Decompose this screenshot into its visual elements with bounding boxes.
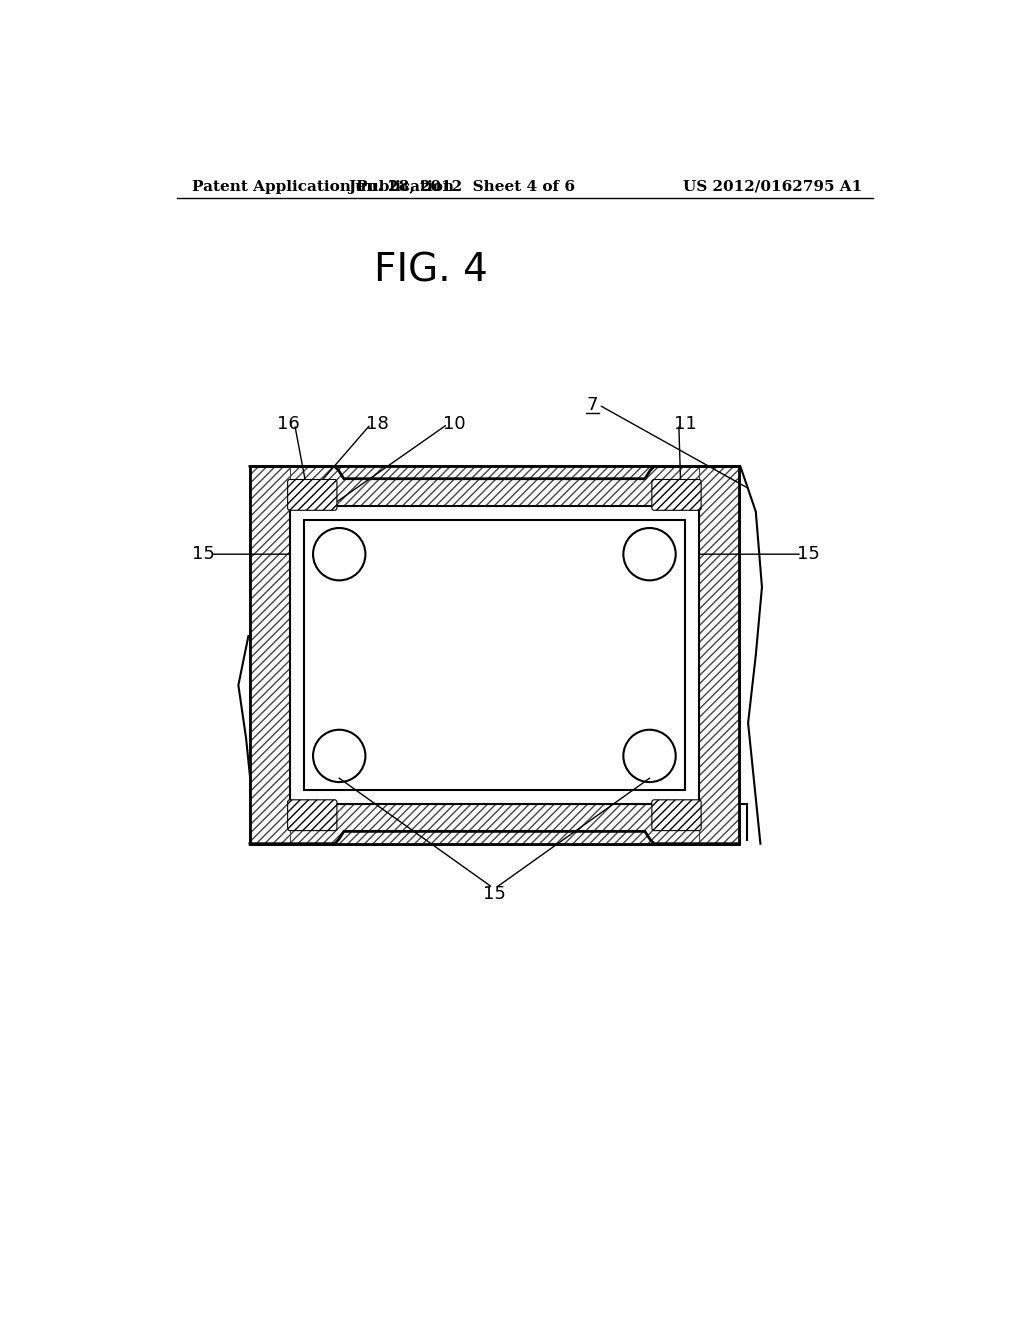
Bar [250,466,739,507]
Circle shape [624,730,676,781]
Text: 15: 15 [797,545,819,564]
FancyBboxPatch shape [288,800,337,830]
Text: 7: 7 [587,396,598,413]
Text: 11: 11 [674,414,696,433]
Bar [250,466,739,843]
Circle shape [313,528,366,581]
FancyBboxPatch shape [652,800,701,830]
Text: 15: 15 [483,884,506,903]
Circle shape [313,730,366,781]
Text: 18: 18 [366,414,388,433]
Text: Jun. 28, 2012  Sheet 4 of 6: Jun. 28, 2012 Sheet 4 of 6 [348,180,575,194]
Text: 10: 10 [442,414,465,433]
Bar [290,507,698,804]
Bar [250,466,290,843]
FancyBboxPatch shape [288,479,337,511]
Bar [304,520,685,789]
Bar [698,466,739,843]
FancyBboxPatch shape [652,479,701,511]
Text: 15: 15 [193,545,215,564]
Bar [250,466,739,843]
Circle shape [624,528,676,581]
Text: 16: 16 [278,414,300,433]
Text: FIG. 4: FIG. 4 [374,251,487,289]
Text: Patent Application Publication: Patent Application Publication [193,180,455,194]
Bar [250,804,739,843]
Text: US 2012/0162795 A1: US 2012/0162795 A1 [683,180,862,194]
